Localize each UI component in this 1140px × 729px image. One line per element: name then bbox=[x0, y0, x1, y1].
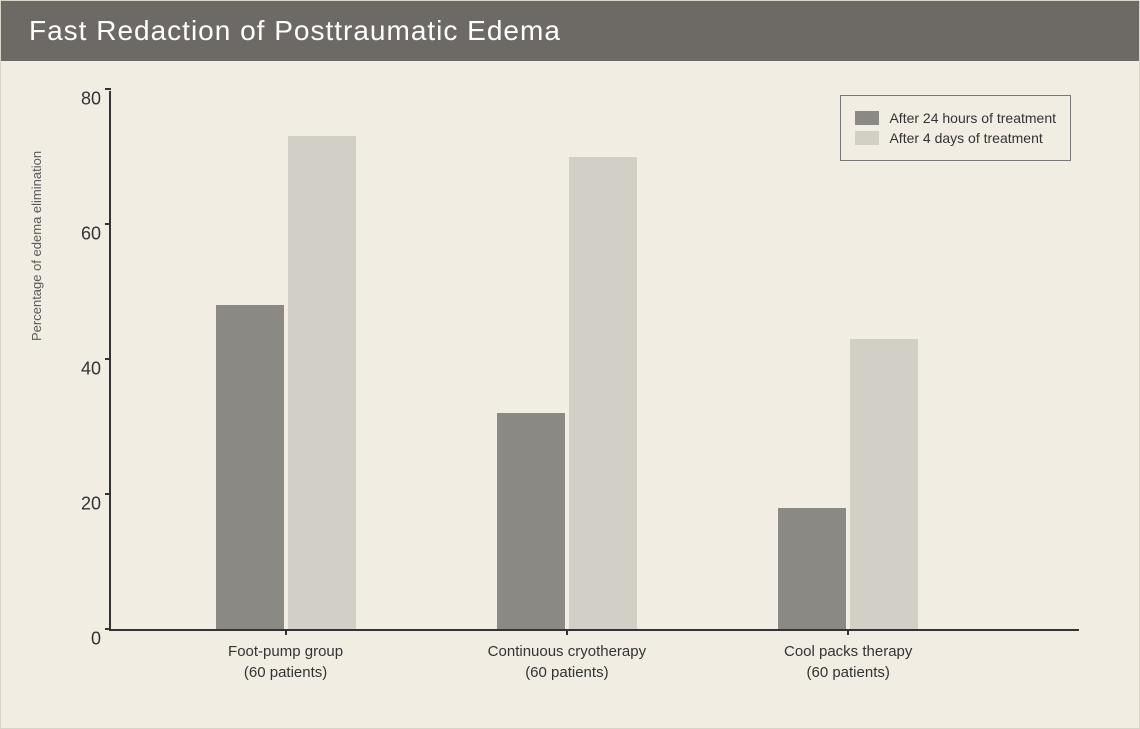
y-tick-label: 80 bbox=[61, 89, 101, 110]
x-axis-label: Continuous cryotherapy(60 patients) bbox=[437, 629, 697, 683]
legend-item: After 24 hours of treatment bbox=[855, 110, 1056, 126]
legend-swatch bbox=[855, 111, 879, 125]
y-tick-label: 60 bbox=[61, 224, 101, 245]
y-axis-label: Percentage of edema elimination bbox=[29, 151, 44, 341]
x-axis-label: Foot-pump group(60 patients) bbox=[156, 629, 416, 683]
y-tick-label: 20 bbox=[61, 494, 101, 515]
bar bbox=[216, 305, 284, 629]
page-title: Fast Redaction of Posttraumatic Edema bbox=[1, 1, 1139, 61]
x-axis-label: Cool packs therapy(60 patients) bbox=[718, 629, 978, 683]
x-tick-mark bbox=[847, 629, 849, 635]
bar bbox=[569, 157, 637, 630]
page: Fast Redaction of Posttraumatic Edema Pe… bbox=[0, 0, 1140, 729]
y-tick-label: 0 bbox=[61, 629, 101, 650]
y-tick-mark bbox=[105, 223, 111, 225]
x-tick-mark bbox=[566, 629, 568, 635]
y-tick-mark bbox=[105, 628, 111, 630]
legend-label: After 4 days of treatment bbox=[889, 130, 1042, 146]
plot-area: After 24 hours of treatment After 4 days… bbox=[109, 91, 1079, 631]
x-tick-mark bbox=[285, 629, 287, 635]
y-tick-label: 40 bbox=[61, 359, 101, 380]
chart-container: Percentage of edema elimination After 24… bbox=[39, 81, 1103, 701]
legend: After 24 hours of treatment After 4 days… bbox=[840, 95, 1071, 161]
bar bbox=[288, 136, 356, 629]
legend-item: After 4 days of treatment bbox=[855, 130, 1056, 146]
y-tick-mark bbox=[105, 358, 111, 360]
legend-swatch bbox=[855, 131, 879, 145]
y-tick-mark bbox=[105, 88, 111, 90]
bar bbox=[778, 508, 846, 630]
legend-label: After 24 hours of treatment bbox=[889, 110, 1056, 126]
bar bbox=[850, 339, 918, 629]
y-tick-mark bbox=[105, 493, 111, 495]
bar bbox=[497, 413, 565, 629]
